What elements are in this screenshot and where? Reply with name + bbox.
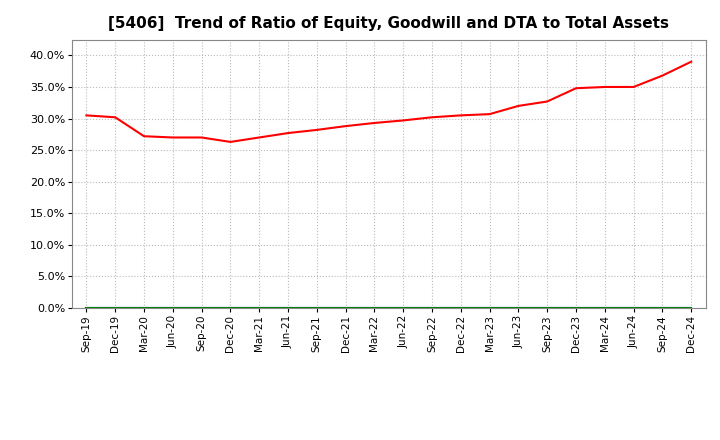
- Deferred Tax Assets: [543, 305, 552, 311]
- Equity: [629, 84, 638, 90]
- Goodwill: [370, 305, 379, 311]
- Deferred Tax Assets: [341, 305, 350, 311]
- Goodwill: [629, 305, 638, 311]
- Goodwill: [111, 305, 120, 311]
- Goodwill: [140, 305, 148, 311]
- Title: [5406]  Trend of Ratio of Equity, Goodwill and DTA to Total Assets: [5406] Trend of Ratio of Equity, Goodwil…: [108, 16, 670, 32]
- Equity: [284, 130, 292, 136]
- Equity: [485, 111, 494, 117]
- Deferred Tax Assets: [485, 305, 494, 311]
- Goodwill: [197, 305, 206, 311]
- Equity: [140, 134, 148, 139]
- Deferred Tax Assets: [428, 305, 436, 311]
- Equity: [687, 59, 696, 64]
- Equity: [658, 73, 667, 78]
- Equity: [543, 99, 552, 104]
- Equity: [312, 127, 321, 132]
- Goodwill: [312, 305, 321, 311]
- Deferred Tax Assets: [399, 305, 408, 311]
- Goodwill: [658, 305, 667, 311]
- Deferred Tax Assets: [456, 305, 465, 311]
- Goodwill: [341, 305, 350, 311]
- Goodwill: [514, 305, 523, 311]
- Goodwill: [428, 305, 436, 311]
- Goodwill: [284, 305, 292, 311]
- Deferred Tax Assets: [370, 305, 379, 311]
- Goodwill: [456, 305, 465, 311]
- Equity: [370, 120, 379, 125]
- Deferred Tax Assets: [197, 305, 206, 311]
- Equity: [514, 103, 523, 109]
- Goodwill: [485, 305, 494, 311]
- Goodwill: [255, 305, 264, 311]
- Deferred Tax Assets: [111, 305, 120, 311]
- Goodwill: [600, 305, 609, 311]
- Equity: [226, 139, 235, 145]
- Deferred Tax Assets: [140, 305, 148, 311]
- Goodwill: [687, 305, 696, 311]
- Deferred Tax Assets: [284, 305, 292, 311]
- Deferred Tax Assets: [600, 305, 609, 311]
- Deferred Tax Assets: [687, 305, 696, 311]
- Equity: [197, 135, 206, 140]
- Goodwill: [572, 305, 580, 311]
- Equity: [456, 113, 465, 118]
- Deferred Tax Assets: [514, 305, 523, 311]
- Deferred Tax Assets: [168, 305, 177, 311]
- Equity: [600, 84, 609, 90]
- Line: Equity: Equity: [86, 62, 691, 142]
- Deferred Tax Assets: [572, 305, 580, 311]
- Deferred Tax Assets: [312, 305, 321, 311]
- Goodwill: [399, 305, 408, 311]
- Equity: [572, 86, 580, 91]
- Deferred Tax Assets: [82, 305, 91, 311]
- Deferred Tax Assets: [226, 305, 235, 311]
- Equity: [255, 135, 264, 140]
- Equity: [82, 113, 91, 118]
- Deferred Tax Assets: [629, 305, 638, 311]
- Goodwill: [82, 305, 91, 311]
- Goodwill: [543, 305, 552, 311]
- Deferred Tax Assets: [255, 305, 264, 311]
- Equity: [168, 135, 177, 140]
- Goodwill: [226, 305, 235, 311]
- Equity: [341, 124, 350, 129]
- Equity: [399, 118, 408, 123]
- Equity: [111, 115, 120, 120]
- Equity: [428, 115, 436, 120]
- Deferred Tax Assets: [658, 305, 667, 311]
- Goodwill: [168, 305, 177, 311]
